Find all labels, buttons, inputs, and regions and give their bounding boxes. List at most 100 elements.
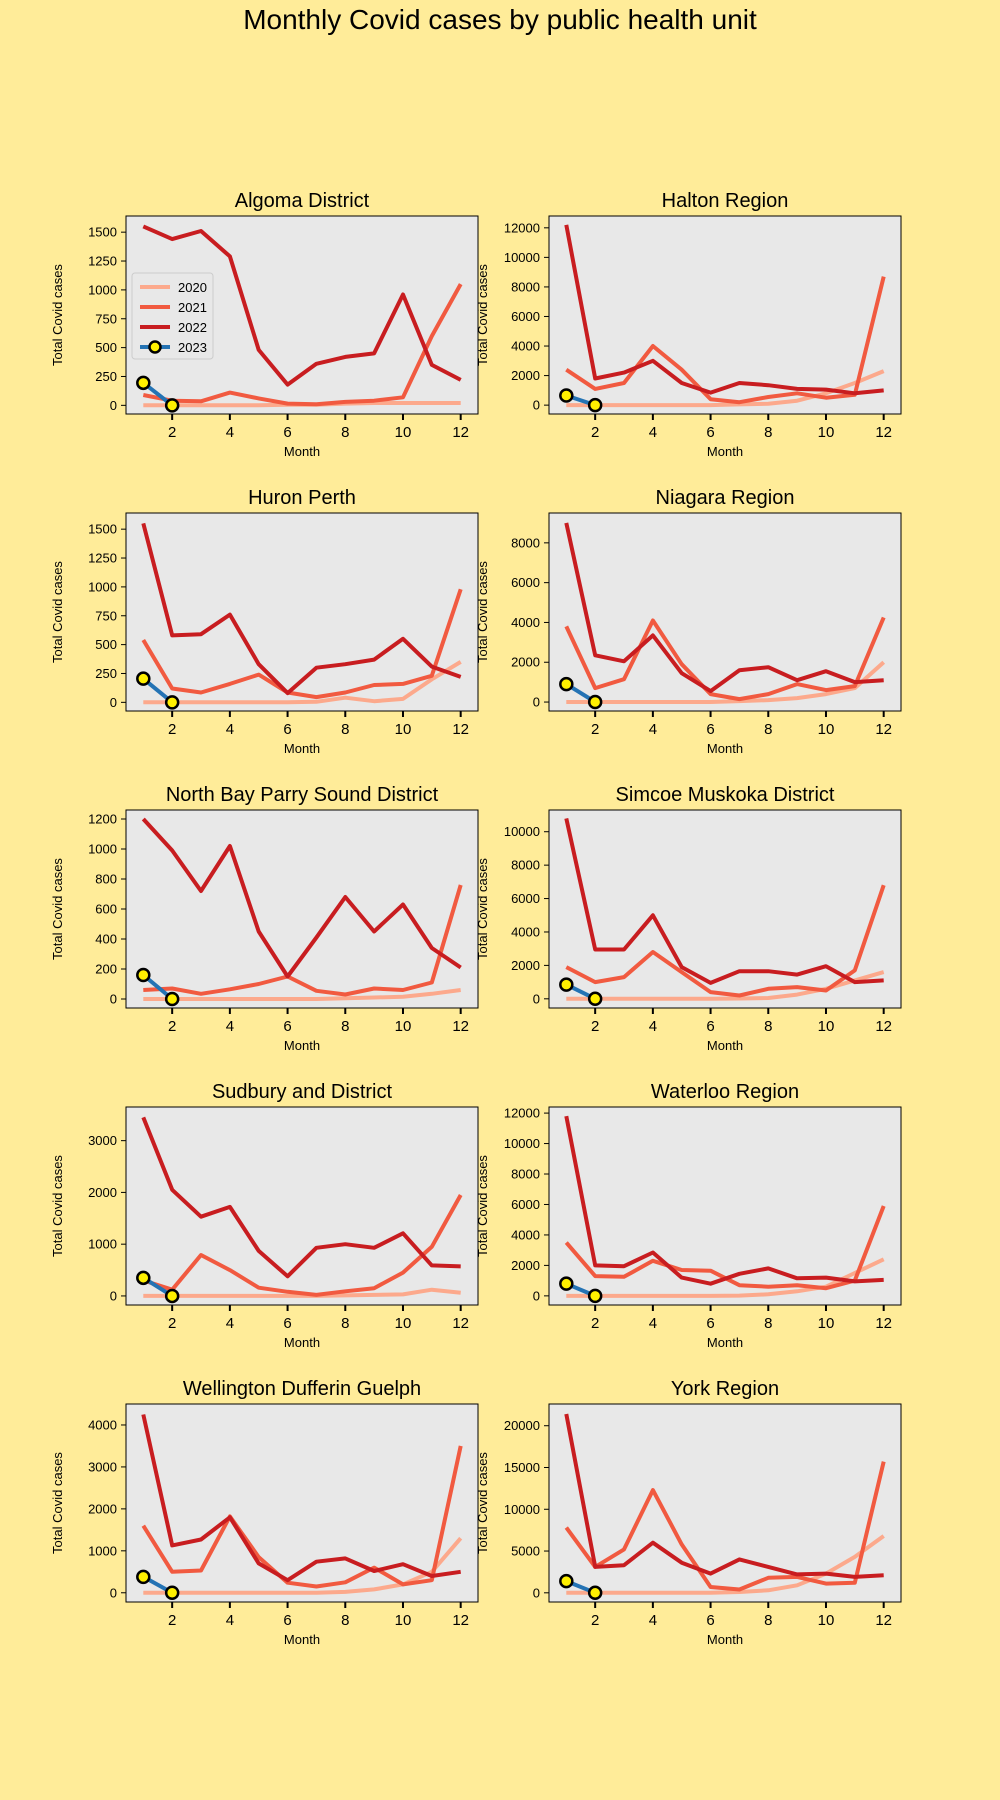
y-tick-label: 3000 [88,1459,117,1474]
series-line-2020 [143,988,461,1001]
y-tick-label: 600 [95,902,117,917]
x-tick-label: 2 [591,721,599,738]
y-tick-label: 8000 [511,858,540,873]
x-tick-label: 2 [168,424,176,441]
y-tick-label: 0 [533,398,540,413]
plot-area [126,1107,478,1305]
x-tick-label: 12 [452,1315,469,1332]
y-tick-label: 20000 [504,1418,540,1433]
series-line-2022 [141,817,462,979]
x-tick-label: 6 [283,1612,291,1629]
x-tick-label: 2 [168,1018,176,1035]
x-tick-label: 4 [649,1018,657,1035]
y-tick-label: 2000 [88,1185,117,1200]
plot-frame [548,512,902,712]
chart-panel-8: Waterloo Region 2 4 6 8 10 12 0 2000 4000 6000 8000… [475,1081,902,1350]
chart-panel-9: Wellington Dufferin Guelph 2 4 6 8 10 12 0 1000 2… [50,1378,479,1647]
y-tick-label: 8000 [511,279,540,294]
x-axis-label: Month [284,1038,320,1053]
y-tick-label: 1000 [88,579,117,594]
y-tick-label: 0 [533,695,540,710]
plot-frame [125,215,479,415]
x-tick-label: 4 [649,424,657,441]
x-tick-label: 2 [591,1315,599,1332]
y-tick-label: 6000 [511,891,540,906]
y-tick-label: 800 [95,872,117,887]
x-tick-label: 2 [591,1612,599,1629]
series-line-2021 [141,588,463,700]
x-axis-label: Month [284,444,320,459]
y-tick-label: 2000 [511,1258,540,1273]
data-point-2023 [559,1276,574,1291]
series-line-2022 [564,817,884,985]
data-point-2023 [136,1569,151,1585]
y-tick-label: 2000 [511,655,540,670]
y-tick-label: 0 [533,991,540,1006]
x-tick-label: 8 [764,1612,772,1629]
x-tick-label: 12 [875,1018,892,1035]
x-tick-label: 8 [341,721,349,738]
x-tick-label: 6 [706,424,714,441]
y-tick-label: 750 [95,311,117,326]
plot-frame [125,1106,479,1306]
y-axis-label: Total Covid cases [475,561,490,663]
plot-area [549,1107,901,1305]
y-tick-label: 10000 [504,250,540,265]
x-tick-label: 4 [649,1315,657,1332]
y-tick-label: 2000 [511,958,540,973]
x-tick-label: 2 [591,1018,599,1035]
chart-panel-7: Sudbury and District 2 4 6 8 10 12 0 1000 2000 300… [50,1081,479,1350]
x-tick-label: 12 [452,721,469,738]
y-axis-label: Total Covid cases [50,264,65,366]
chart-title: Algoma District [235,190,370,212]
series-line-2020 [566,1257,885,1298]
x-tick-label: 12 [452,1018,469,1035]
x-tick-label: 6 [283,1315,291,1332]
chart-title: North Bay Parry Sound District [166,784,439,806]
x-tick-label: 10 [395,1018,412,1035]
y-tick-label: 2000 [88,1501,117,1516]
x-axis-label: Month [707,444,743,459]
y-tick-label: 10000 [504,1502,540,1517]
y-tick-label: 6000 [511,1197,540,1212]
y-axis-label: Total Covid cases [50,1155,65,1257]
y-tick-label: 2000 [511,368,540,383]
x-tick-label: 6 [283,721,291,738]
data-point-2023 [136,375,151,391]
x-tick-label: 2 [168,1612,176,1629]
chart-title: Halton Region [662,190,789,212]
data-point-2023 [587,1585,603,1601]
x-tick-label: 8 [341,1018,349,1035]
plot-area [549,216,901,414]
y-tick-label: 250 [95,666,117,681]
plot-area [549,1404,901,1602]
chart-panel-1: Algoma District 2 4 6 8 10 12 0 250 500 750 1000 125… [50,190,479,459]
x-tick-label: 10 [818,1018,835,1035]
y-tick-label: 250 [95,369,117,384]
x-tick-label: 10 [395,1315,412,1332]
series-line-2022 [141,522,462,696]
chart-title: Simcoe Muskoka District [616,784,835,806]
y-tick-label: 8000 [511,535,540,550]
data-point-2023 [559,1573,574,1589]
series-line-2021 [141,1445,463,1589]
series-line-2021 [142,283,463,407]
x-tick-label: 4 [226,424,234,441]
y-tick-label: 0 [533,1585,540,1600]
y-tick-label: 5000 [511,1544,540,1559]
x-tick-label: 10 [395,424,412,441]
chart-panel-10: York Region 2 4 6 8 10 12 0 5000 10000 15000 20000 M… [475,1378,902,1647]
legend-label-2022: 2022 [178,320,207,335]
y-axis-label: Total Covid cases [475,1452,490,1554]
x-tick-label: 6 [706,721,714,738]
data-point-2023 [559,977,574,992]
x-tick-label: 12 [875,1612,892,1629]
x-tick-label: 6 [706,1315,714,1332]
x-tick-label: 6 [706,1612,714,1629]
x-tick-label: 6 [283,1018,291,1035]
data-point-2023 [164,991,180,1007]
x-tick-label: 12 [875,424,892,441]
data-point-2023 [164,1288,180,1304]
y-tick-label: 10000 [504,1136,540,1151]
